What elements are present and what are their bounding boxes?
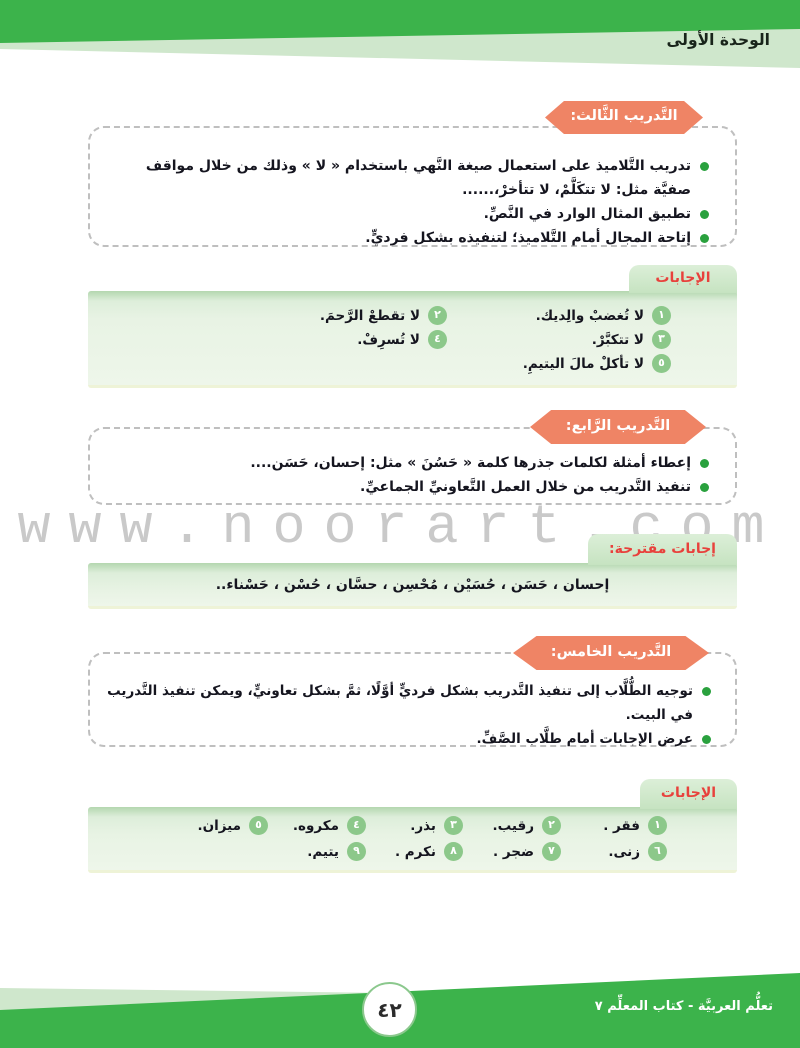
answer-text: يتيم. <box>307 843 339 860</box>
answer-text: رقيب. <box>492 817 534 834</box>
unit-title: الوحدة الأولى <box>666 31 770 49</box>
bullet-text: تطبيق المثال الوارد في النَّصِّ. <box>483 206 691 222</box>
answers-3-tab: الإجابات <box>629 265 737 293</box>
suggested-answers-tab: إجابات مقترحة: <box>588 534 737 565</box>
answers-5-tab: الإجابات <box>640 779 737 809</box>
answer-number-badge: ١ <box>648 816 667 835</box>
page-header: الوحدة الأولى <box>0 0 800 72</box>
exercise-4-box: إعطاء أمثلة لكلمات جذرها كلمة « حَسُنَ »… <box>88 427 737 505</box>
answer-item: ٥ لا تأكلْ مالَ اليتيمِ. <box>523 354 671 373</box>
answer-item: ١ لا تُغضبْ والِديك. <box>536 306 671 325</box>
bullet-text: إتاحة المجال أمام التَّلاميذ؛ لتنفيذه بش… <box>365 230 691 246</box>
bullet-dot-icon <box>700 162 709 171</box>
bullet-text: تدريب التَّلاميذ على استعمال صيغة النَّه… <box>145 158 691 198</box>
bullet-dot-icon <box>700 483 709 492</box>
answer-item: ٩ يتيم. <box>307 842 366 861</box>
bullet-text: عرض الإجابات أمام طلَّاب الصَّفِّ. <box>476 731 693 747</box>
bullet-dot-icon <box>700 459 709 468</box>
answer-item: ٨ نكرم . <box>395 842 463 861</box>
answer-text: لا تقطعْ الرَّحمَ. <box>319 307 420 324</box>
answer-number-badge: ٧ <box>542 842 561 861</box>
answer-item: ٦ زنى. <box>608 842 667 861</box>
exercise-4-bullet: تنفيذ التَّدريب من خلال العمل التَّعاوني… <box>110 475 709 499</box>
answer-item: ٢ لا تقطعْ الرَّحمَ. <box>320 306 447 325</box>
bullet-dot-icon <box>702 687 711 696</box>
answer-item: ٥ ميزان. <box>197 816 268 835</box>
answer-text: بذر. <box>410 817 436 834</box>
answer-text: زنى. <box>608 843 640 860</box>
bullet-text: إعطاء أمثلة لكلمات جذرها كلمة « حَسُنَ »… <box>250 455 691 471</box>
bullet-text: توجيه الطُّلَّاب إلى تنفيذ التَّدريب بشك… <box>107 683 693 723</box>
suggested-answers-text: إحسان ، حَسَن ، حُسَيْن ، مُحْسِن ، حسَّ… <box>215 577 610 593</box>
book-title: تعلُّم العربيَّة - كتاب المعلِّم ٧ <box>594 999 773 1014</box>
answer-number-badge: ٢ <box>428 306 447 325</box>
answer-item: ١ فقر . <box>603 816 667 835</box>
answer-text: لا تُسرِفْ. <box>357 331 420 348</box>
answer-number-badge: ٢ <box>542 816 561 835</box>
suggested-answers-box: إحسان ، حَسَن ، حُسَيْن ، مُحْسِن ، حسَّ… <box>88 563 737 609</box>
bullet-dot-icon <box>700 234 709 243</box>
answer-item: ٣ بذر. <box>410 816 463 835</box>
answer-number-badge: ٤ <box>428 330 447 349</box>
answer-item: ٧ ضجر . <box>493 842 561 861</box>
answer-number-badge: ٥ <box>249 816 268 835</box>
answer-number-badge: ٣ <box>444 816 463 835</box>
answer-item: ٣ لا تتكبَّرْ. <box>592 330 671 349</box>
answer-number-badge: ١ <box>652 306 671 325</box>
exercise-3-banner: التَّدريب الثَّالث: <box>545 101 703 134</box>
answer-text: مكروه. <box>292 817 339 834</box>
answer-text: نكرم . <box>394 843 436 860</box>
answer-text: ميزان. <box>197 817 241 834</box>
answers-5-box: ١ فقر . ٢ رقيب. ٣ بذر. ٤ مكروه. ٥ ميزان.… <box>88 807 737 873</box>
page-number-badge: ٤٢ <box>362 982 417 1037</box>
answer-number-badge: ٥ <box>652 354 671 373</box>
answer-number-badge: ٣ <box>652 330 671 349</box>
exercise-3-bullet: إتاحة المجال أمام التَّلاميذ؛ لتنفيذه بش… <box>110 226 709 250</box>
exercise-5-banner: التَّدريب الخامس: <box>513 636 709 670</box>
answer-text: لا تُغضبْ والِديك. <box>535 307 644 324</box>
answer-number-badge: ٩ <box>347 842 366 861</box>
exercise-4-bullet: إعطاء أمثلة لكلمات جذرها كلمة « حَسُنَ »… <box>110 451 709 475</box>
exercise-3-box: تدريب التَّلاميذ على استعمال صيغة النَّه… <box>88 126 737 247</box>
exercise-5-bullet: توجيه الطُّلَّاب إلى تنفيذ التَّدريب بشك… <box>106 679 711 727</box>
exercise-3-bullet: تدريب التَّلاميذ على استعمال صيغة النَّه… <box>110 154 709 202</box>
exercise-4-banner: التَّدريب الرَّابع: <box>530 410 706 444</box>
bullet-text: تنفيذ التَّدريب من خلال العمل التَّعاوني… <box>360 479 691 495</box>
answer-item: ٤ لا تُسرِفْ. <box>357 330 447 349</box>
bullet-dot-icon <box>700 210 709 219</box>
answer-number-badge: ٦ <box>648 842 667 861</box>
answer-item: ٤ مكروه. <box>293 816 366 835</box>
answer-text: فقر . <box>603 817 640 834</box>
answer-number-badge: ٨ <box>444 842 463 861</box>
exercise-3-bullet: تطبيق المثال الوارد في النَّصِّ. <box>110 202 709 226</box>
answer-item: ٢ رقيب. <box>492 816 561 835</box>
bullet-dot-icon <box>702 735 711 744</box>
answer-text: ضجر . <box>492 843 534 860</box>
answers-3-box: ١ لا تُغضبْ والِديك. ٢ لا تقطعْ الرَّحمَ… <box>88 291 737 388</box>
answer-text: لا تتكبَّرْ. <box>591 331 644 348</box>
answer-text: لا تأكلْ مالَ اليتيمِ. <box>522 355 644 372</box>
exercise-5-bullet: عرض الإجابات أمام طلَّاب الصَّفِّ. <box>106 727 711 751</box>
page-footer: ٤٢ تعلُّم العربيَّة - كتاب المعلِّم ٧ <box>0 958 800 1048</box>
answer-number-badge: ٤ <box>347 816 366 835</box>
